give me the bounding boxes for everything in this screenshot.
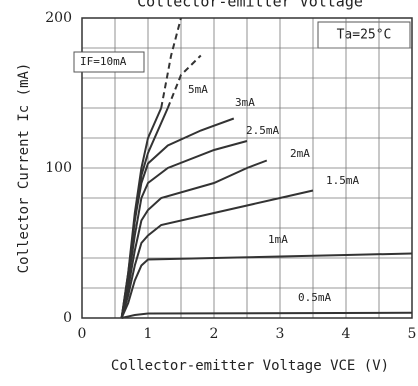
plot-frame	[81, 17, 413, 319]
curve	[120, 252, 413, 319]
annotation-box	[317, 21, 411, 49]
curve-label: 2mA	[290, 147, 310, 160]
curve	[160, 17, 182, 109]
y-tick-label: 200	[45, 10, 72, 26]
curve-label: 5mA	[188, 83, 208, 96]
curve-label: 2.5mA	[246, 124, 279, 137]
x-tick-label: 0	[78, 326, 87, 342]
curve	[121, 311, 413, 319]
x-tick-label: 2	[210, 326, 219, 342]
y-axis-label: Collector Current Ic (mA)	[16, 63, 32, 274]
curve	[120, 140, 248, 319]
curve	[120, 117, 235, 319]
x-axis-label: Collector-emitter Voltage VCE (V)	[111, 358, 389, 374]
x-tick-label: 4	[342, 326, 351, 342]
curve-label: 0.5mA	[298, 291, 331, 304]
x-tick-label: 3	[276, 326, 285, 342]
curve-label: 3mA	[235, 96, 255, 109]
curve-label: IF=10mA	[80, 55, 127, 68]
y-tick-label: 100	[45, 160, 72, 176]
curve-label: 1.5mA	[326, 174, 359, 187]
x-tick-label: 1	[144, 326, 153, 342]
y-tick-label: 0	[63, 310, 72, 326]
curve	[166, 54, 202, 109]
chart-title: Collector-emitter Voltage	[137, 0, 363, 11]
curve-label: 1mA	[268, 233, 288, 246]
curve	[120, 159, 268, 319]
curve	[120, 189, 314, 319]
annotation: Ta=25°C	[337, 28, 392, 43]
x-tick-label: 5	[408, 326, 417, 342]
label-box	[73, 51, 145, 73]
